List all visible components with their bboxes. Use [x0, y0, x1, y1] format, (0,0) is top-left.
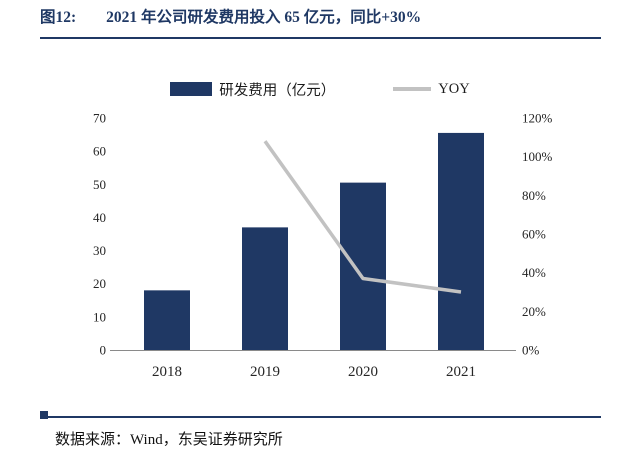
bar-2021: [438, 132, 484, 350]
chart-plot: 0 10 20 30 40 50 60 70 0% 20% 40% 60% 80% 100% 120% 201…: [93, 111, 553, 381]
footer-divider: [40, 416, 601, 418]
legend-label-yoy: YOY: [438, 80, 470, 97]
bar-series-swatch: [170, 82, 213, 96]
bar-2020: [340, 182, 386, 350]
figure-title: 2021 年公司研发费用投入 65 亿元，同比+30%: [106, 9, 422, 26]
x-axis-label-2019: 2019: [250, 364, 280, 380]
x-axis-label-2018: 2018: [152, 364, 182, 380]
x-axis-label-2021: 2021: [446, 364, 476, 380]
right-axis-tick: 60%: [522, 227, 546, 242]
bar-2019: [242, 227, 288, 350]
chart-legend: 研发费用（亿元） YOY: [0, 79, 640, 99]
right-axis-tick: 80%: [522, 188, 546, 203]
left-axis-tick: 70: [93, 111, 106, 126]
title-divider: [40, 37, 601, 39]
legend-label-rd-expense: 研发费用（亿元）: [219, 82, 336, 99]
right-axis-tick: 20%: [522, 304, 546, 319]
left-axis-tick: 40: [93, 210, 106, 225]
line-series-swatch: [393, 87, 432, 91]
right-axis-tick: 120%: [522, 111, 553, 126]
left-axis-tick: 60: [93, 144, 106, 159]
legend-item-rd-expense: 研发费用（亿元）: [170, 79, 335, 100]
left-axis-tick: 10: [93, 309, 106, 324]
footer-divider-square: [40, 411, 48, 419]
right-axis-tick: 100%: [522, 149, 553, 164]
right-axis-tick: 40%: [522, 265, 546, 280]
source-note: 数据来源：Wind，东吴证券研究所: [55, 432, 283, 448]
left-axis-tick: 20: [93, 276, 106, 291]
yoy-line: [263, 140, 462, 294]
left-axis-tick: 0: [100, 343, 107, 358]
left-axis-tick: 30: [93, 243, 106, 258]
legend-item-yoy: YOY: [393, 80, 470, 98]
x-axis-label-2020: 2020: [348, 364, 378, 380]
left-axis-tick: 50: [93, 177, 106, 192]
bar-2018: [144, 290, 190, 350]
figure-title-row: 图12: 2021 年公司研发费用投入 65 亿元，同比+30%: [40, 7, 605, 29]
right-axis-tick: 0%: [522, 343, 540, 358]
figure-number-label: 图12:: [40, 9, 77, 26]
